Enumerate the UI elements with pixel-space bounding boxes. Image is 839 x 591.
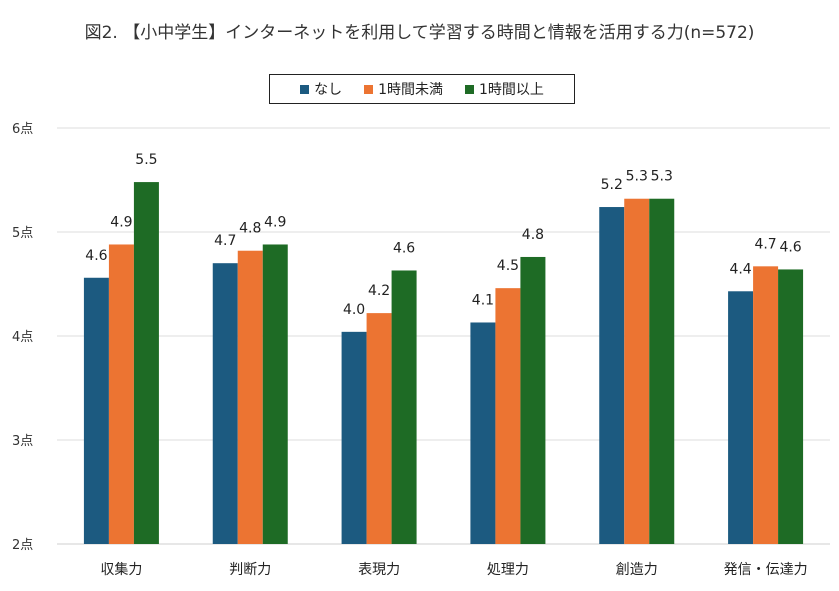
y-tick-label: 4点	[12, 330, 33, 345]
chart-title: 図2. 【小中学生】インターネットを利用して学習する時間と情報を活用する力(n=…	[84, 23, 755, 43]
data-label: 4.9	[110, 214, 132, 230]
bar	[624, 198, 650, 544]
data-label: 4.6	[85, 248, 107, 264]
data-label: 4.8	[522, 227, 544, 243]
bar	[753, 266, 779, 544]
data-label: 5.5	[135, 152, 157, 168]
bar	[133, 182, 159, 544]
y-tick-label: 6点	[12, 122, 33, 137]
data-label: 4.4	[729, 261, 751, 277]
bar	[470, 322, 496, 544]
data-label: 5.3	[626, 169, 648, 185]
data-label: 4.2	[368, 283, 390, 299]
legend-item-over-1h: 1時間以上	[465, 79, 544, 99]
legend-label: 1時間以上	[479, 82, 544, 98]
data-label: 4.1	[472, 292, 494, 308]
bar	[237, 250, 263, 544]
bar	[366, 313, 392, 544]
bar	[341, 331, 367, 544]
legend-label: 1時間未満	[378, 82, 443, 98]
y-tick-label: 3点	[12, 434, 33, 449]
bar	[649, 198, 675, 544]
bar	[728, 291, 754, 544]
bar	[495, 288, 521, 544]
x-tick-label: 発信・伝達力	[724, 562, 808, 578]
y-tick-label: 5点	[12, 226, 33, 241]
data-label: 4.8	[239, 221, 261, 237]
bar	[212, 263, 238, 544]
bar	[599, 207, 625, 545]
bar	[108, 244, 134, 545]
data-label: 5.2	[601, 177, 623, 193]
data-label: 4.6	[779, 239, 801, 255]
bar	[83, 277, 109, 544]
legend-swatch	[364, 84, 374, 94]
data-label: 4.9	[264, 214, 286, 230]
legend-swatch	[300, 84, 310, 94]
data-label: 4.6	[393, 240, 415, 256]
bar	[391, 270, 417, 544]
legend-swatch	[465, 84, 474, 94]
data-label: 4.5	[497, 258, 519, 274]
legend-item-none: なし	[300, 79, 342, 99]
data-label: 4.7	[754, 236, 776, 252]
y-tick-label: 2点	[12, 538, 33, 553]
legend-label: なし	[314, 82, 343, 98]
data-label: 4.0	[343, 302, 365, 318]
x-tick-label: 創造力	[616, 562, 658, 578]
data-label: 5.3	[651, 169, 673, 185]
x-tick-label: 処理力	[487, 562, 529, 578]
bar	[520, 256, 546, 544]
x-tick-label: 表現力	[358, 562, 400, 578]
x-tick-label: 判断力	[229, 562, 271, 578]
bar	[262, 244, 288, 545]
legend: なし 1時間未満 1時間以上	[269, 74, 575, 104]
legend-item-under-1h: 1時間未満	[364, 79, 443, 99]
bar	[778, 269, 804, 544]
data-label: 4.7	[214, 233, 236, 249]
x-tick-label: 収集力	[100, 561, 142, 578]
